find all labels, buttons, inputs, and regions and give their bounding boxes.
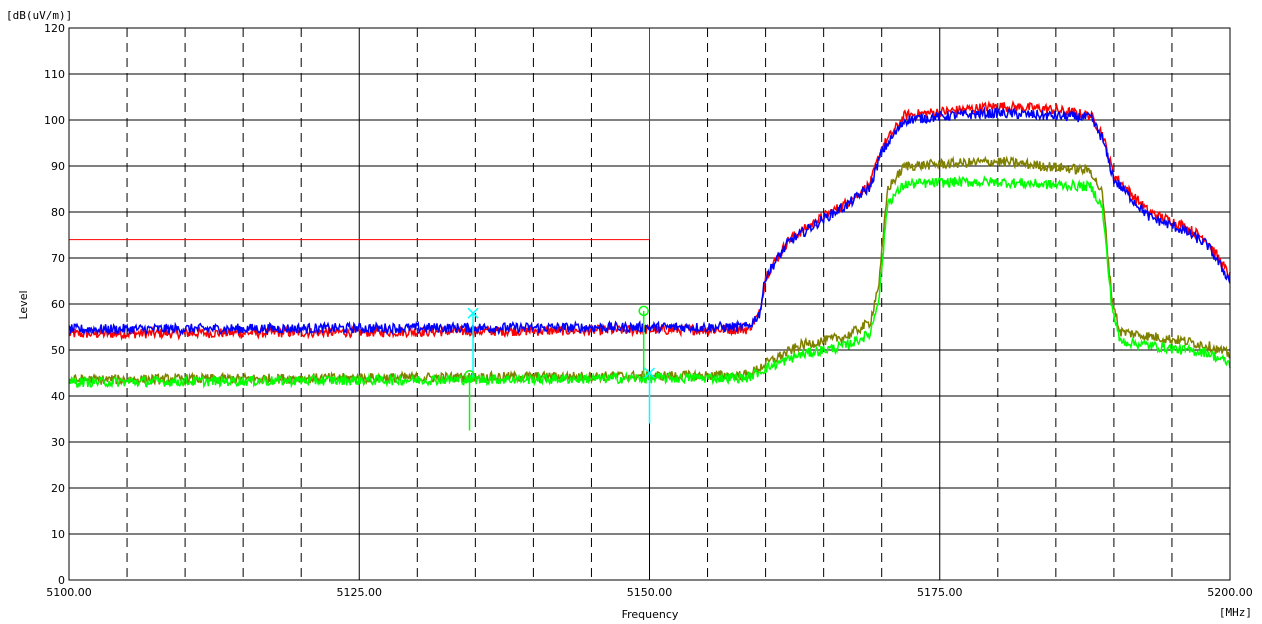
y-tick-label: 60 [51,298,65,311]
y-axis-label: Level [17,290,30,319]
y-tick-label: 40 [51,390,65,403]
y-tick-labels: 0 10 20 30 40 50 60 70 80 90 100 110 120 [44,22,65,587]
y-tick-label: 110 [44,68,65,81]
y-tick-label: 10 [51,528,65,541]
y-tick-label: 20 [51,482,65,495]
x-tick-label: 5125.00 [337,586,383,599]
plot-frame [68,27,1231,581]
x-tick-label: 5200.00 [1207,586,1253,599]
x-tick-label: 5100.00 [46,586,92,599]
y-tick-label: 80 [51,206,65,219]
y-tick-label: 120 [44,22,65,35]
y-tick-label: 100 [44,114,65,127]
y-tick-label: 30 [51,436,65,449]
x-tick-labels: 5100.00 5125.00 5150.00 5175.00 5200.00 [46,586,1253,599]
marker-x-icon [643,367,656,379]
x-unit-label: [MHz] [1219,606,1252,619]
y-tick-label: 90 [51,160,65,173]
x-tick-label: 5175.00 [917,586,963,599]
marker-x-icon [467,307,479,319]
series-line [68,105,1231,337]
y-unit-label: [dB(uV/m)] [6,9,72,22]
limit-line [69,28,650,241]
y-tick-label: 70 [51,252,65,265]
marker-circle-icon [638,305,649,317]
x-tick-label: 5150.00 [627,586,673,599]
y-tick-label: 0 [58,574,65,587]
x-axis-label: Frequency [622,608,679,621]
y-tick-label: 50 [51,344,65,357]
marker-circle-icon [464,370,475,381]
marker-group [464,305,656,431]
